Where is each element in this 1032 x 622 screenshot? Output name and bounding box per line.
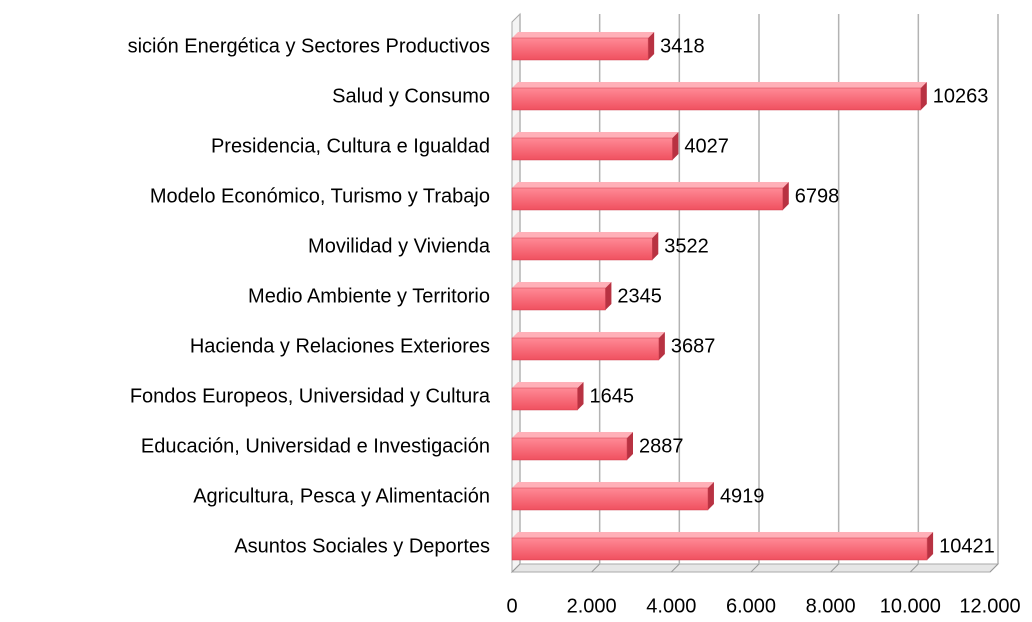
tick-mark (909, 563, 919, 573)
bar-side (707, 482, 714, 510)
bar (511, 87, 922, 111)
bar-top (512, 432, 633, 438)
bar-side (648, 32, 655, 60)
bar-top (512, 332, 665, 338)
y-tick-label: Presidencia, Cultura e Igualdad (211, 135, 490, 157)
y-tick-label: Fondos Europeos, Universidad y Cultura (130, 385, 491, 407)
y-tick-label: Movilidad y Vivienda (308, 235, 491, 257)
bar (511, 237, 653, 261)
bar (511, 187, 784, 211)
bar-side (672, 132, 679, 160)
bar (511, 37, 649, 61)
x-tick-label: 6.000 (726, 595, 776, 617)
bar-top (512, 482, 714, 488)
bar (511, 137, 673, 161)
y-tick-label: Salud y Consumo (332, 85, 490, 107)
tick-mark (750, 563, 760, 573)
x-tick-label: 4.000 (646, 595, 696, 617)
bar-top (512, 132, 679, 138)
y-tick-label: Agricultura, Pesca y Alimentación (193, 485, 490, 507)
bar (511, 287, 606, 311)
bar-top (512, 532, 934, 538)
y-tick-label: Medio Ambiente y Territorio (248, 285, 490, 307)
data-label: 1645 (590, 385, 635, 407)
y-tick-label: sición Energética y Sectores Productivos (128, 35, 490, 57)
tick-mark (830, 563, 840, 573)
x-tick-label: 0 (506, 595, 517, 617)
bar-top (512, 232, 659, 238)
x-tick-label: 8.000 (806, 595, 856, 617)
bar (511, 437, 628, 461)
bar-top (512, 382, 584, 388)
bar-side (626, 432, 633, 460)
data-label: 2887 (639, 435, 684, 457)
x-tick-label: 2.000 (567, 595, 617, 617)
bar (511, 487, 709, 511)
bar-side (782, 182, 789, 210)
y-tick-label: Asuntos Sociales y Deportes (234, 535, 490, 557)
data-label: 10263 (933, 85, 989, 107)
bar-side (658, 332, 665, 360)
data-label: 10421 (939, 535, 995, 557)
x-tick-label: 12.000 (959, 595, 1020, 617)
bar-top (512, 82, 927, 88)
bar-side (927, 532, 934, 560)
data-label: 3687 (671, 335, 716, 357)
data-label: 6798 (795, 185, 840, 207)
bar-side (605, 282, 612, 310)
bar-side (652, 232, 659, 260)
bar-side (577, 382, 584, 410)
bar-top (512, 282, 612, 288)
tick-mark (989, 563, 999, 573)
y-tick-label: Educación, Universidad e Investigación (141, 435, 490, 457)
tick-mark (591, 563, 601, 573)
x-tick-label: 10.000 (880, 595, 941, 617)
data-label: 4919 (720, 485, 765, 507)
data-label: 4027 (684, 135, 729, 157)
data-label: 3522 (664, 235, 709, 257)
bar (511, 337, 660, 361)
y-tick-label: Modelo Económico, Turismo y Trabajo (150, 185, 490, 207)
tick-mark (670, 563, 680, 573)
bar (511, 387, 578, 411)
bar-top (512, 32, 655, 38)
bar (511, 537, 928, 561)
bar-side (920, 82, 927, 110)
tick-mark (511, 563, 521, 573)
y-tick-label: Hacienda y Relaciones Exteriores (190, 335, 490, 357)
data-label: 2345 (617, 285, 662, 307)
bar-top (512, 182, 789, 188)
data-label: 3418 (660, 35, 705, 57)
